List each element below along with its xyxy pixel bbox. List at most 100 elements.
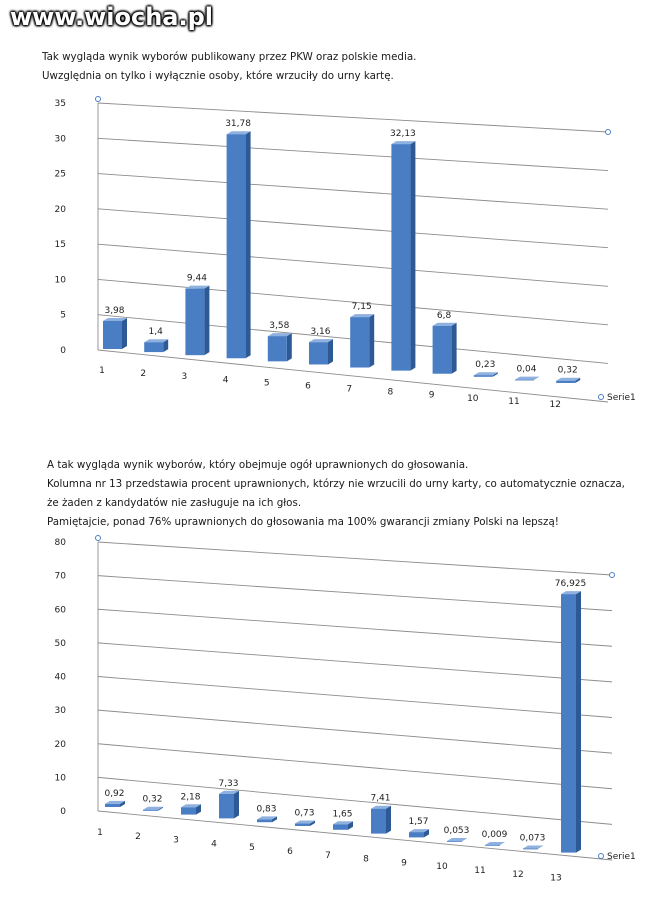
bar-top bbox=[185, 285, 210, 289]
plot-handle bbox=[95, 96, 101, 102]
bar-top bbox=[257, 816, 277, 820]
gridline bbox=[97, 541, 613, 576]
bar-side bbox=[462, 838, 467, 842]
bar-side bbox=[122, 317, 127, 349]
bar bbox=[103, 317, 127, 349]
x-category-label: 3 bbox=[182, 372, 188, 382]
bar-side bbox=[158, 806, 163, 811]
bar-side bbox=[386, 805, 391, 834]
y-tick-label: 10 bbox=[55, 773, 67, 783]
bar-front bbox=[485, 844, 500, 846]
bar bbox=[295, 820, 315, 826]
y-tick-label: 25 bbox=[55, 170, 66, 180]
data-label: 0,23 bbox=[475, 360, 495, 370]
bar-top bbox=[267, 333, 292, 337]
data-label: 0,009 bbox=[482, 830, 508, 840]
gridline bbox=[97, 575, 613, 612]
x-category-label: 2 bbox=[135, 832, 141, 842]
bar-front bbox=[473, 375, 493, 377]
bar-top bbox=[143, 806, 163, 810]
data-label: 0,073 bbox=[520, 834, 546, 844]
bar-side bbox=[575, 377, 581, 383]
gridline bbox=[97, 743, 613, 790]
gridline bbox=[97, 776, 613, 825]
data-label: 7,33 bbox=[218, 779, 238, 789]
x-category-label: 7 bbox=[325, 851, 331, 861]
bar-top bbox=[103, 317, 127, 321]
gridline bbox=[97, 709, 613, 754]
y-tick-label: 30 bbox=[55, 706, 67, 716]
bar-front bbox=[143, 809, 158, 811]
bar-side bbox=[451, 322, 457, 374]
plot-handle bbox=[598, 853, 604, 859]
bar-side bbox=[310, 820, 315, 826]
bar bbox=[144, 339, 169, 353]
y-tick-label: 20 bbox=[55, 740, 67, 750]
bar-top bbox=[350, 314, 375, 318]
plot-handle bbox=[598, 394, 604, 400]
data-label: 0,04 bbox=[516, 365, 536, 375]
data-label: 0,73 bbox=[294, 809, 314, 819]
x-category-label: 12 bbox=[512, 870, 523, 880]
data-label: 32,13 bbox=[390, 129, 416, 139]
data-label: 7,41 bbox=[370, 794, 390, 804]
gridline bbox=[97, 676, 613, 718]
bar bbox=[473, 372, 498, 377]
x-category-label: 1 bbox=[99, 366, 105, 376]
bar-top bbox=[226, 131, 251, 135]
bar bbox=[219, 790, 239, 819]
chart1-caption: Tak wygląda wynik wyborów publikowany pr… bbox=[42, 48, 416, 86]
bar-front bbox=[371, 808, 386, 834]
bar-front bbox=[432, 325, 452, 374]
gridline bbox=[97, 208, 609, 249]
x-category-label: 8 bbox=[363, 855, 369, 865]
gridline bbox=[97, 608, 613, 647]
x-category-label: 4 bbox=[223, 375, 229, 385]
x-category-label: 6 bbox=[305, 381, 311, 391]
bar-front bbox=[409, 832, 424, 838]
bar bbox=[432, 322, 457, 374]
plot-handle bbox=[605, 129, 611, 135]
bar-top bbox=[515, 376, 539, 380]
x-category-label: 5 bbox=[249, 843, 255, 853]
gridline bbox=[97, 278, 609, 326]
x-category-label: 7 bbox=[346, 385, 352, 395]
y-tick-label: 20 bbox=[55, 205, 67, 215]
bar-top bbox=[181, 804, 201, 808]
bar-side bbox=[538, 845, 543, 849]
bar-side bbox=[245, 131, 251, 359]
bar-front bbox=[333, 824, 348, 830]
bar-side bbox=[286, 333, 292, 362]
data-label: 3,98 bbox=[104, 306, 124, 316]
caption-line: Kolumna nr 13 przedstawia procent uprawn… bbox=[47, 478, 625, 490]
x-category-label: 10 bbox=[467, 394, 479, 404]
bar-front bbox=[105, 803, 120, 807]
data-label: 0,83 bbox=[256, 804, 276, 814]
caption-line: Tak wygląda wynik wyborów publikowany pr… bbox=[42, 51, 417, 63]
bar bbox=[267, 333, 292, 362]
data-label: 0,32 bbox=[142, 795, 162, 805]
data-label: 0,32 bbox=[558, 366, 578, 376]
gridline bbox=[97, 642, 613, 683]
bar-top bbox=[371, 805, 391, 809]
bar bbox=[409, 829, 429, 838]
chart-1-bar-chart: 0 5 10 15 20 25 30 35 Serie1 3,98 1 1,4 2 9,44 3 31,78 4… bbox=[55, 96, 636, 410]
x-category-label: 13 bbox=[550, 874, 561, 884]
bar bbox=[257, 816, 277, 823]
bar-top bbox=[561, 591, 581, 595]
bar-front bbox=[257, 819, 272, 823]
bar bbox=[226, 131, 251, 359]
gridline bbox=[97, 102, 609, 133]
y-tick-label: 80 bbox=[55, 538, 67, 548]
bar bbox=[105, 800, 125, 807]
x-category-label: 11 bbox=[474, 866, 485, 876]
caption-line: Uwzględnia on tylko i wyłącznie osoby, k… bbox=[42, 70, 394, 82]
bar-top bbox=[447, 838, 467, 842]
site-watermark: www.wiocha.pl bbox=[10, 3, 214, 31]
bar-front bbox=[523, 848, 538, 850]
bar bbox=[391, 141, 416, 371]
y-tick-label: 70 bbox=[55, 572, 67, 582]
data-label: 1,4 bbox=[149, 327, 164, 337]
bar-side bbox=[424, 829, 429, 838]
legend-series-label: Serie1 bbox=[607, 852, 636, 862]
